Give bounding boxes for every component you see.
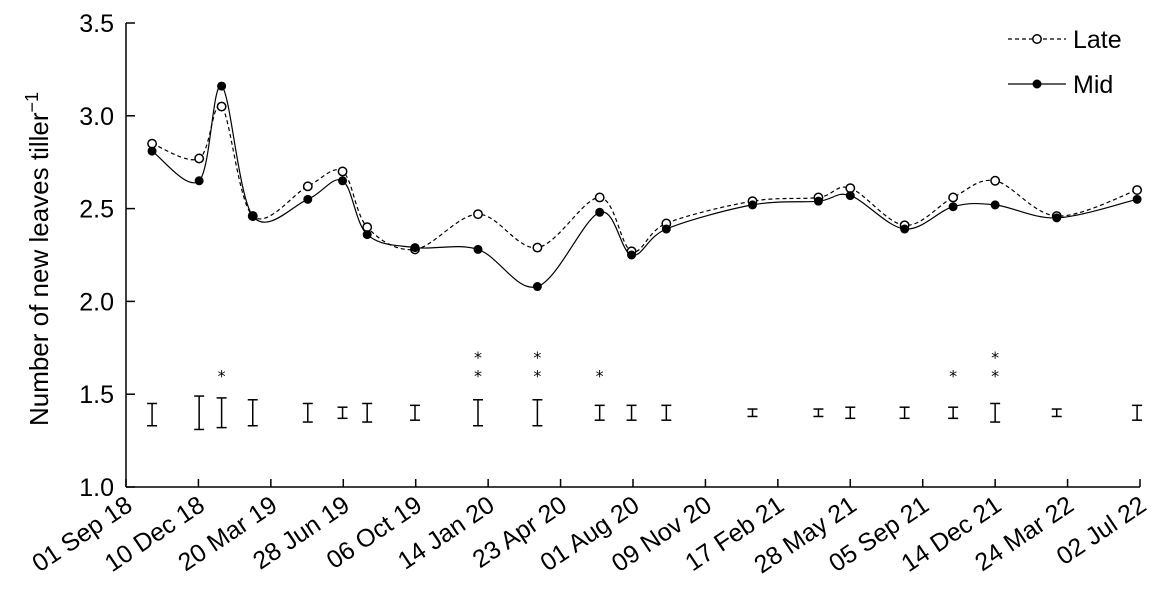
significance-marks: * ***** * **	[218, 348, 1000, 386]
data-point-late	[216, 101, 227, 112]
y-axis-label-superscript: −1	[22, 92, 42, 113]
significance-asterisk: *	[991, 348, 999, 367]
data-point-mid	[900, 224, 910, 234]
series-lines	[151, 85, 1138, 288]
legend-marker-late	[1032, 34, 1042, 44]
error-bar	[473, 399, 484, 427]
data-point-mid	[147, 146, 157, 156]
data-point-mid	[990, 200, 1000, 210]
significance-asterisk: *	[218, 367, 226, 386]
error-bar	[948, 406, 959, 420]
data-point-late	[1132, 185, 1143, 195]
data-point-mid	[627, 250, 637, 260]
data-point-mid	[362, 230, 372, 240]
significance-asterisk: *	[474, 367, 482, 386]
significance-asterisk: *	[949, 367, 957, 386]
error-bar	[813, 408, 824, 418]
error-bars	[147, 395, 1143, 431]
series-points	[147, 81, 1143, 292]
data-point-late	[473, 209, 483, 220]
data-point-mid	[813, 196, 823, 206]
legend-marker-mid	[1032, 79, 1042, 89]
error-bar	[409, 404, 420, 421]
data-point-mid	[473, 244, 483, 254]
legend-label-mid: Mid	[1073, 71, 1113, 99]
error-bar	[147, 402, 158, 427]
data-point-mid	[194, 176, 204, 186]
error-bar	[845, 406, 856, 420]
error-bar	[899, 406, 910, 420]
data-point-mid	[595, 207, 605, 217]
y-tick-label: 2.0	[79, 288, 114, 316]
y-axis-label-text: Number of new leaves tiller	[24, 112, 54, 426]
data-point-mid	[948, 202, 958, 212]
y-tick-label: 1.0	[79, 474, 114, 502]
data-point-mid	[845, 191, 855, 201]
error-bar	[194, 395, 205, 431]
series-line-mid	[151, 85, 1138, 288]
series-line-late	[151, 104, 1138, 253]
data-point-mid	[303, 194, 313, 204]
data-point-mid	[748, 200, 758, 210]
y-tick-label: 3.0	[79, 103, 114, 131]
significance-asterisk: *	[533, 348, 541, 367]
y-tick-label: 1.5	[79, 381, 114, 409]
error-bar	[302, 402, 313, 423]
error-bar	[362, 402, 373, 423]
significance-asterisk: *	[533, 367, 541, 386]
error-bar	[247, 399, 258, 427]
data-point-late	[302, 181, 313, 192]
legend: Late Mid	[1008, 26, 1122, 99]
significance-asterisk: *	[474, 348, 482, 367]
data-point-mid	[410, 243, 420, 253]
error-bar	[626, 404, 637, 421]
data-point-mid	[248, 211, 258, 221]
error-bar	[1132, 404, 1143, 421]
data-point-mid	[1132, 194, 1142, 204]
y-axis-label: Number of new leaves tiller−1	[22, 92, 54, 426]
data-point-mid	[1052, 213, 1062, 223]
legend-label-late: Late	[1073, 26, 1122, 54]
error-bar	[661, 404, 672, 421]
significance-asterisk: *	[991, 367, 999, 386]
error-bar	[594, 404, 605, 421]
data-point-late	[990, 175, 1001, 186]
data-point-mid	[661, 224, 671, 234]
y-tick-label: 2.5	[79, 196, 114, 224]
data-point-mid	[217, 81, 227, 91]
y-tick-label: 3.5	[79, 10, 114, 38]
data-point-mid	[338, 176, 348, 186]
significance-asterisk: *	[596, 367, 604, 386]
data-point-late	[532, 242, 543, 253]
error-bar	[216, 397, 227, 429]
data-point-late	[948, 192, 959, 203]
data-point-late	[594, 192, 605, 203]
error-bar	[337, 406, 348, 420]
error-bar	[532, 399, 543, 427]
error-bar	[1051, 408, 1062, 418]
legend-entry-mid: Mid	[1008, 71, 1113, 99]
y-ticks: 1.0 1.5 2.0 2.5 3.0 3.5	[79, 10, 135, 502]
data-point-late	[194, 153, 205, 164]
error-bar	[747, 408, 758, 418]
data-point-mid	[532, 282, 542, 292]
data-point-late	[337, 166, 348, 177]
error-bar	[990, 402, 1001, 423]
legend-entry-late: Late	[1008, 26, 1122, 54]
